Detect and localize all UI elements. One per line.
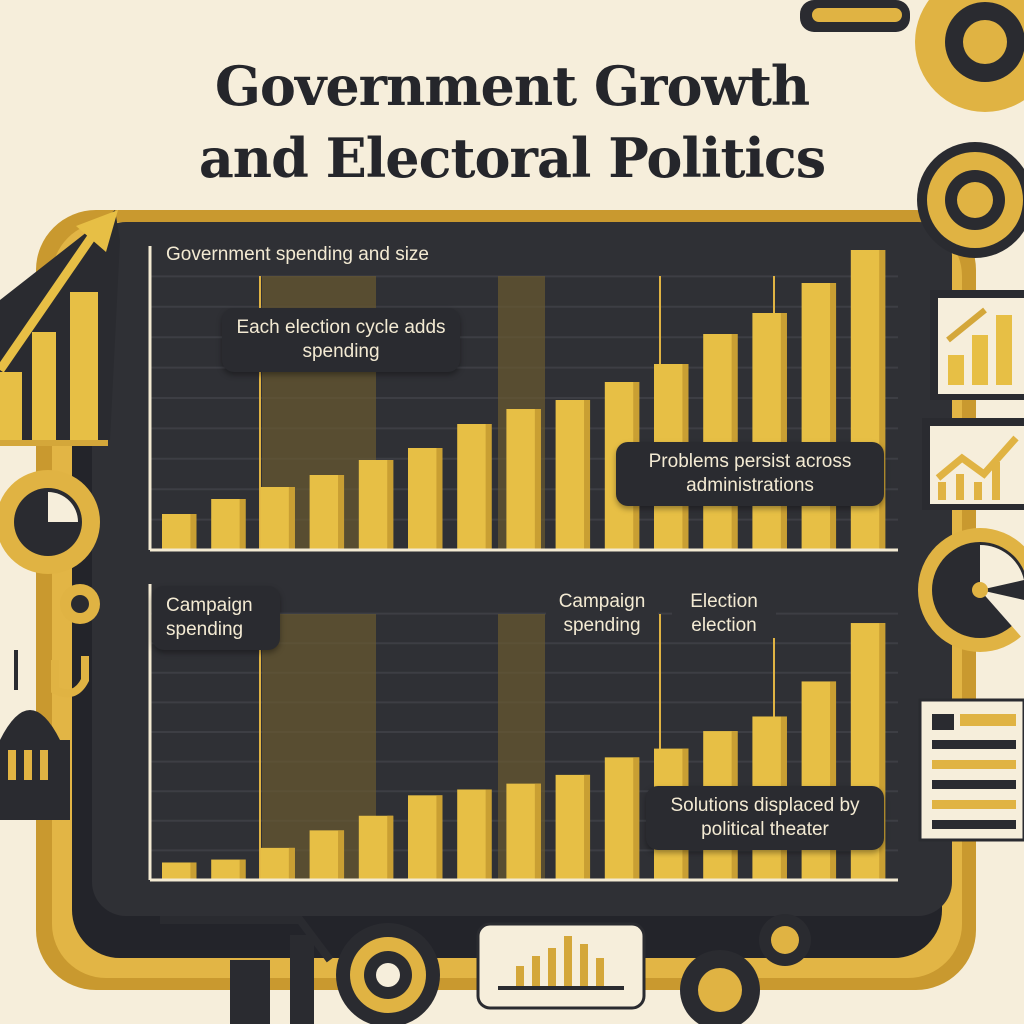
magnet-icon [51,656,89,698]
mini-bar-chart-icon [476,922,646,1010]
gear-icon [800,0,1024,112]
bar-shade [633,757,640,880]
bar [162,862,197,880]
bar-shade [830,681,837,880]
pie-chart-icon [918,528,1024,652]
bar-shade [436,795,443,880]
bar-shade [288,487,295,550]
title-line-2: and Electoral Politics [198,126,826,190]
title-line-1: Government Growth [214,54,810,118]
bar-shade [239,859,246,880]
bar-shade [485,424,492,550]
bar-shade [190,514,197,550]
chart-1-title: Government spending and size [160,243,435,267]
capitol-icon [0,650,70,820]
bar-shade [338,830,345,880]
pie-gear-icon [0,470,100,574]
target-icon [336,923,440,1024]
bar-shade [485,789,492,880]
label-campaign-spending-2: Campaign spending [546,590,658,638]
bar-shade [239,499,246,550]
callout-campaign-spending-1: Campaign spending [152,586,280,650]
bar-shade [288,847,295,880]
bar-shade [780,313,787,550]
callout-election-cycle: Each election cycle adds spending [222,308,460,372]
page-title: Government Growth and Electoral Politics [0,50,1024,194]
bar [211,859,246,880]
bar-shade [584,400,591,550]
label-election: Election election [672,590,776,638]
document-icon [918,698,1024,842]
bar-shade [387,460,394,550]
bar-shade [534,783,541,880]
callout-solutions-displaced: Solutions displaced by political theater [646,786,884,850]
bar-shade [534,409,541,550]
bar-shade [190,862,197,880]
growth-chart-icon [930,290,1024,400]
bar-shade [338,475,345,550]
bar-shade [879,250,886,550]
bar-shade [830,283,837,550]
bar-shade [436,448,443,550]
callout-problems-persist: Problems persist across administrations [616,442,884,506]
line-chart-icon [922,418,1024,510]
bar-shade [584,774,591,880]
bar-shade [387,815,394,880]
arrow-bar-chart-icon [0,210,120,446]
gear-icon [917,142,1024,258]
bar-shade [879,623,886,880]
